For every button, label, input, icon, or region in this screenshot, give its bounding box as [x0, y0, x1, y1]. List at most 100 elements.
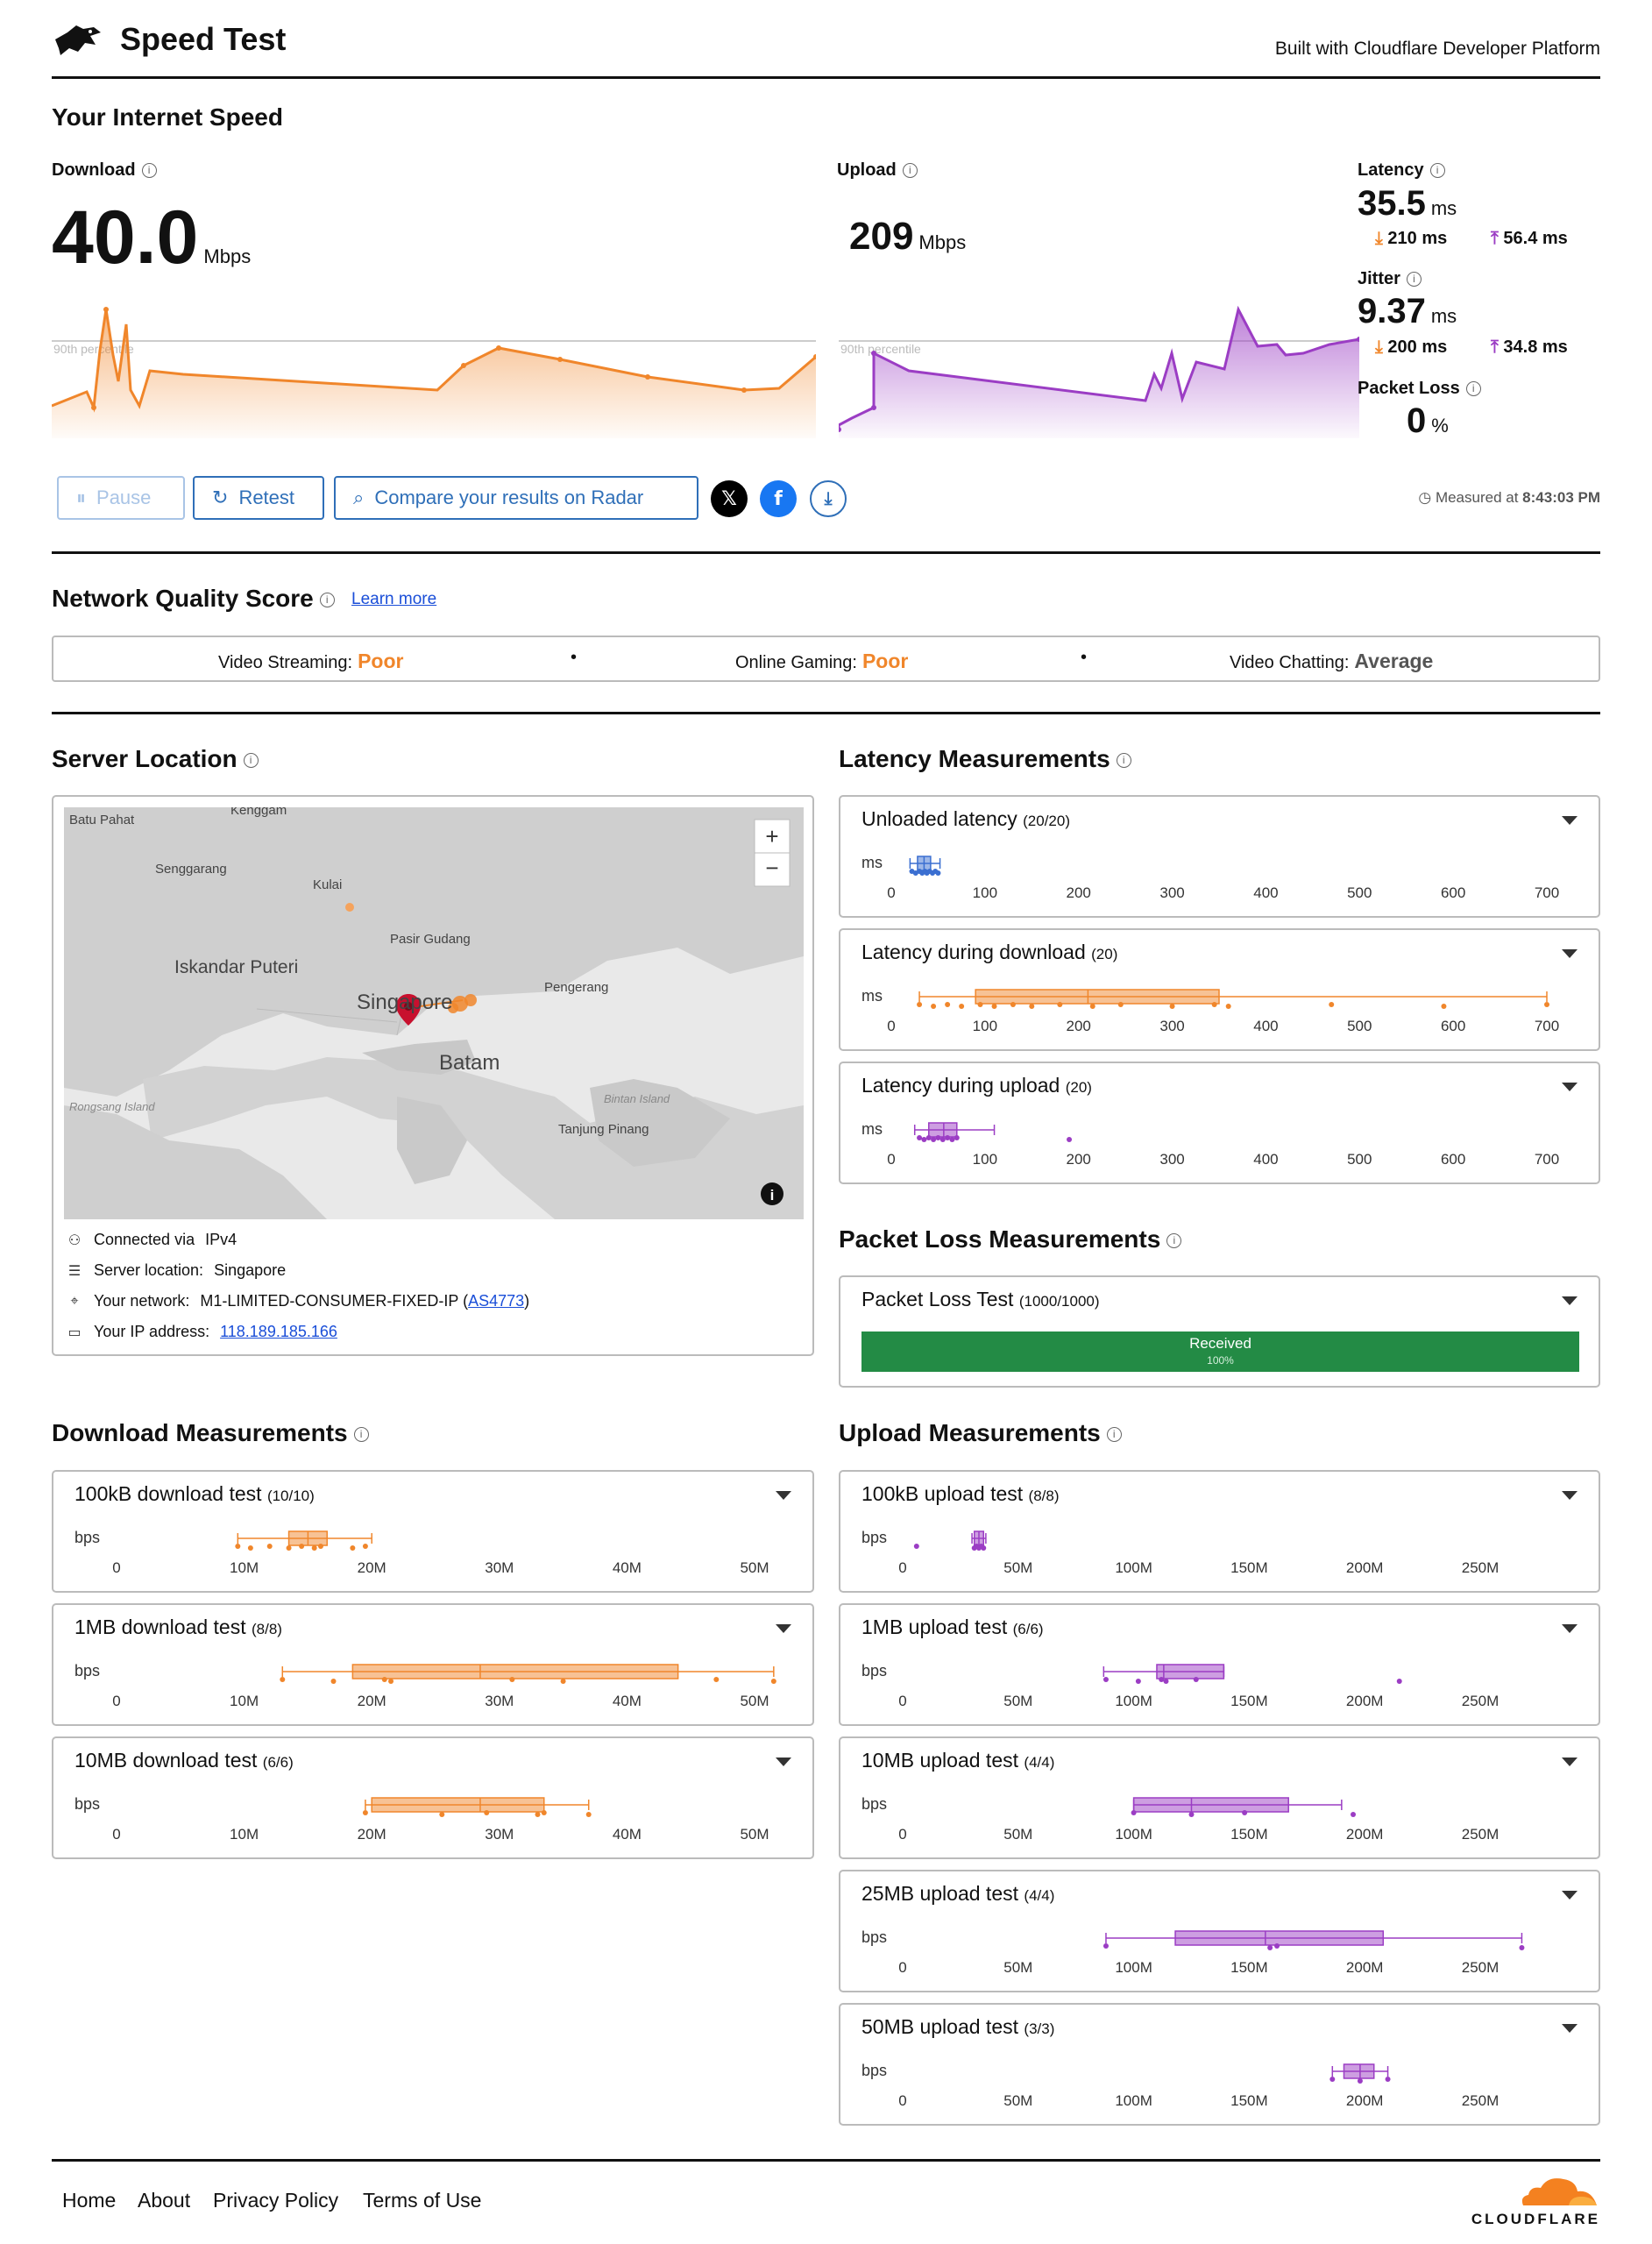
info-icon[interactable]: i: [1465, 381, 1481, 397]
data-point: [509, 1677, 515, 1682]
received-label: Received: [1189, 1335, 1251, 1352]
axis-tick: 100: [972, 1018, 998, 1034]
footer-home-link[interactable]: Home: [62, 2189, 117, 2212]
chevron-down-icon[interactable]: [1562, 1624, 1578, 1633]
upload-test-card[interactable]: 100kB upload test (8/8) bps 0 50M 100M 150M 2…: [839, 1470, 1600, 1593]
jitter-label: Jitter i: [1358, 269, 1422, 289]
chevron-down-icon[interactable]: [1562, 949, 1578, 958]
zoom-in-button[interactable]: +: [754, 819, 791, 854]
data-point: [299, 1544, 305, 1549]
axis-tick: 30M: [485, 1559, 514, 1576]
footer-privacy-link[interactable]: Privacy Policy: [213, 2189, 339, 2212]
map-label-tanjung-pinang: Tanjung Pinang: [558, 1122, 649, 1137]
axis-unit: bps: [861, 1928, 888, 1946]
axis-tick: 0: [112, 1826, 121, 1843]
location-pin-icon: ⌖: [70, 1293, 79, 1309]
info-icon[interactable]: i: [141, 163, 157, 179]
axis-tick: 10M: [230, 1826, 259, 1843]
packet-loss-card[interactable]: Packet Loss Test (1000/1000) Received 10…: [839, 1275, 1600, 1388]
footer-about-link[interactable]: About: [138, 2189, 191, 2212]
download-test-card[interactable]: 10MB download test (6/6) bps 0 10M 20M 30M 40…: [52, 1736, 814, 1859]
axis-tick: 50M: [1003, 1559, 1033, 1576]
app-title: Speed Test: [120, 21, 287, 57]
data-point: [931, 1137, 937, 1142]
box-plot: [917, 989, 1549, 1009]
info-icon[interactable]: i: [902, 163, 918, 179]
data-point: [1103, 1943, 1109, 1949]
data-point: [541, 1810, 547, 1815]
axis-unit: bps: [861, 1529, 888, 1546]
upload-test-card[interactable]: 1MB upload test (6/6) bps 0 50M 100M 150M 200…: [839, 1603, 1600, 1726]
info-icon[interactable]: i: [319, 593, 335, 608]
download-measurements-title: Download Measurements i: [52, 1419, 369, 1447]
upload-test-card[interactable]: 10MB upload test (4/4) bps 0 50M 100M 150M 20…: [839, 1736, 1600, 1859]
info-icon[interactable]: i: [1116, 753, 1131, 769]
test-title: 25MB upload test (4/4): [861, 1882, 1055, 1905]
upload-test-card[interactable]: 25MB upload test (4/4) bps 0 50M 100M 150M 20…: [839, 1870, 1600, 1992]
chevron-down-icon[interactable]: [776, 1758, 791, 1766]
server-map[interactable]: Batu Pahat Kenggam Senggarang Kulai Pasi…: [64, 807, 804, 1219]
data-point: [977, 1002, 983, 1007]
info-icon[interactable]: i: [353, 1427, 369, 1443]
download-test-card[interactable]: 100kB download test (10/10) bps 0 10M 20M 30…: [52, 1470, 814, 1593]
asn-link[interactable]: AS4773: [468, 1292, 525, 1310]
data-point: [713, 1677, 720, 1682]
box-iqr: [1174, 1930, 1385, 1946]
axis-tick: 250M: [1461, 1959, 1500, 1976]
chevron-down-icon[interactable]: [1562, 1758, 1578, 1766]
data-point: [981, 1545, 987, 1551]
map-label-batam: Batam: [439, 1051, 500, 1075]
download-results-icon[interactable]: ⤓: [810, 480, 847, 517]
data-point: [311, 1545, 317, 1551]
chevron-down-icon[interactable]: [776, 1491, 791, 1500]
axis-tick: 100: [972, 1151, 998, 1168]
facebook-share-icon[interactable]: f: [760, 480, 797, 517]
map-info-icon[interactable]: i: [761, 1182, 783, 1205]
server-location-title: Server Location i: [52, 745, 259, 773]
divider: [52, 551, 1600, 554]
chevron-down-icon[interactable]: [1562, 1083, 1578, 1091]
info-icon[interactable]: i: [243, 753, 259, 769]
chevron-down-icon[interactable]: [1562, 816, 1578, 825]
download-test-card[interactable]: 1MB download test (8/8) bps 0 10M 20M 30M 40M…: [52, 1603, 814, 1726]
pause-button[interactable]: ⏸ Pause: [57, 476, 185, 520]
chevron-down-icon[interactable]: [1562, 1296, 1578, 1305]
latency-test-card[interactable]: Latency during upload (20) ms 0 100 200 300 4…: [839, 1062, 1600, 1184]
info-icon[interactable]: i: [1429, 163, 1445, 179]
axis-tick: 0: [898, 2092, 907, 2109]
axis-tick: 0: [898, 1959, 907, 1976]
chevron-down-icon[interactable]: [776, 1624, 791, 1633]
upload-test-card[interactable]: 50MB upload test (3/3) bps 0 50M 100M 150M 20…: [839, 2003, 1600, 2126]
axis-tick: 100M: [1115, 1559, 1152, 1576]
ip-address-link[interactable]: 118.189.185.166: [220, 1323, 337, 1340]
latency-test-card[interactable]: Unloaded latency (20/20) ms 0 100 200 300 400…: [839, 795, 1600, 918]
data-point: [247, 1545, 253, 1551]
info-icon[interactable]: i: [1106, 1427, 1122, 1443]
chevron-down-icon[interactable]: [1562, 1491, 1578, 1500]
received-percent: 100%: [1207, 1354, 1234, 1367]
axis-tick: 50M: [740, 1559, 769, 1576]
retest-button[interactable]: ↻ Retest: [193, 476, 324, 520]
chevron-down-icon[interactable]: [1562, 2024, 1578, 2033]
test-title: 1MB download test (8/8): [74, 1616, 282, 1638]
axis-tick: 300: [1159, 884, 1185, 901]
latency-test-card[interactable]: Latency during download (20) ms 0 100 200 30…: [839, 928, 1600, 1051]
x-share-icon[interactable]: 𝕏: [711, 480, 748, 517]
test-title: 100kB download test (10/10): [74, 1482, 315, 1505]
data-point: [917, 1002, 923, 1007]
zoom-out-button[interactable]: −: [754, 852, 791, 887]
data-point: [921, 1137, 927, 1142]
footer-terms-link[interactable]: Terms of Use: [363, 2189, 482, 2212]
info-icon[interactable]: i: [1406, 272, 1422, 288]
learn-more-link[interactable]: Learn more: [351, 590, 437, 608]
chevron-down-icon[interactable]: [1562, 1891, 1578, 1900]
data-point: [388, 1679, 394, 1684]
axis-tick: 40M: [612, 1693, 642, 1709]
map-label-kenggam: Kenggam: [230, 807, 287, 818]
compare-radar-button[interactable]: ⌕ Compare your results on Radar: [334, 476, 698, 520]
download-chart: 90th percentile: [52, 307, 816, 438]
info-icon[interactable]: i: [1166, 1233, 1182, 1249]
top-header: Speed Test Built with Cloudflare Develop…: [52, 0, 1600, 79]
cloudflare-logo: CLOUDFLARE: [1469, 2174, 1600, 2228]
map-label-singapore: Singapore: [357, 991, 452, 1014]
